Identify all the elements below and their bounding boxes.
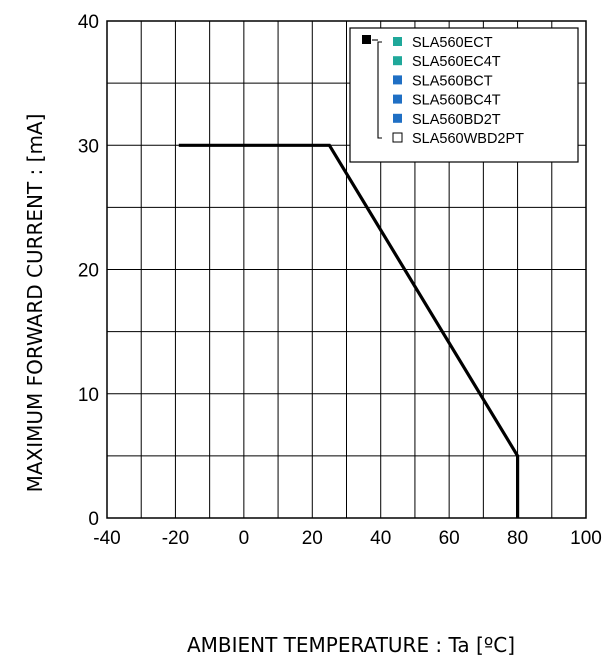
legend-group-marker (362, 35, 371, 44)
legend-swatch (393, 94, 402, 104)
legend-swatch (393, 56, 402, 66)
legend-entry-label: SLA560ECT (412, 35, 493, 51)
legend-entry-label: SLA560BC4T (412, 93, 501, 109)
x-tick-label: -20 (162, 528, 189, 549)
y-tick-label: 40 (78, 12, 99, 33)
series-layer (178, 143, 520, 518)
x-axis-title: AMBIENT TEMPERATURE : Ta [ºC] (187, 633, 515, 657)
legend-entry-label: SLA560EC4T (412, 54, 501, 70)
legend-entry-label: SLA560BD2T (412, 112, 501, 128)
x-tick-label: 80 (507, 528, 528, 549)
legend-bracket (377, 41, 382, 139)
plot-frame (106, 20, 587, 519)
legend-swatch (392, 132, 403, 143)
x-tick-label: 40 (370, 528, 391, 549)
y-tick-labels: 0 10 20 30 40 (78, 12, 99, 530)
y-tick-label: 0 (88, 509, 99, 530)
x-tick-label: 0 (239, 528, 250, 549)
legend: SLA560ECT SLA560EC4T SLA560BCT SLA560BC4T SL… (349, 27, 579, 163)
x-tick-labels: -40 -20 0 20 40 60 80 100 (93, 528, 602, 549)
series-line-1 (178, 143, 520, 518)
x-tick-label: 100 (570, 528, 602, 549)
y-axis-title: MAXIMUM FORWARD CURRENT : [mA] (23, 114, 47, 493)
y-tick-label: 10 (78, 385, 99, 406)
x-tick-label: 60 (439, 528, 460, 549)
legend-swatch (393, 113, 402, 123)
x-tick-label: -40 (93, 528, 120, 549)
legend-swatch (393, 37, 402, 46)
y-tick-label: 20 (78, 261, 99, 282)
legend-swatch (393, 75, 402, 85)
legend-entry-label: SLA560WBD2PT (412, 131, 524, 147)
legend-box (349, 27, 579, 163)
x-tick-label: 20 (302, 528, 323, 549)
legend-entry-label: SLA560BCT (412, 73, 493, 89)
y-tick-label: 30 (78, 136, 99, 157)
